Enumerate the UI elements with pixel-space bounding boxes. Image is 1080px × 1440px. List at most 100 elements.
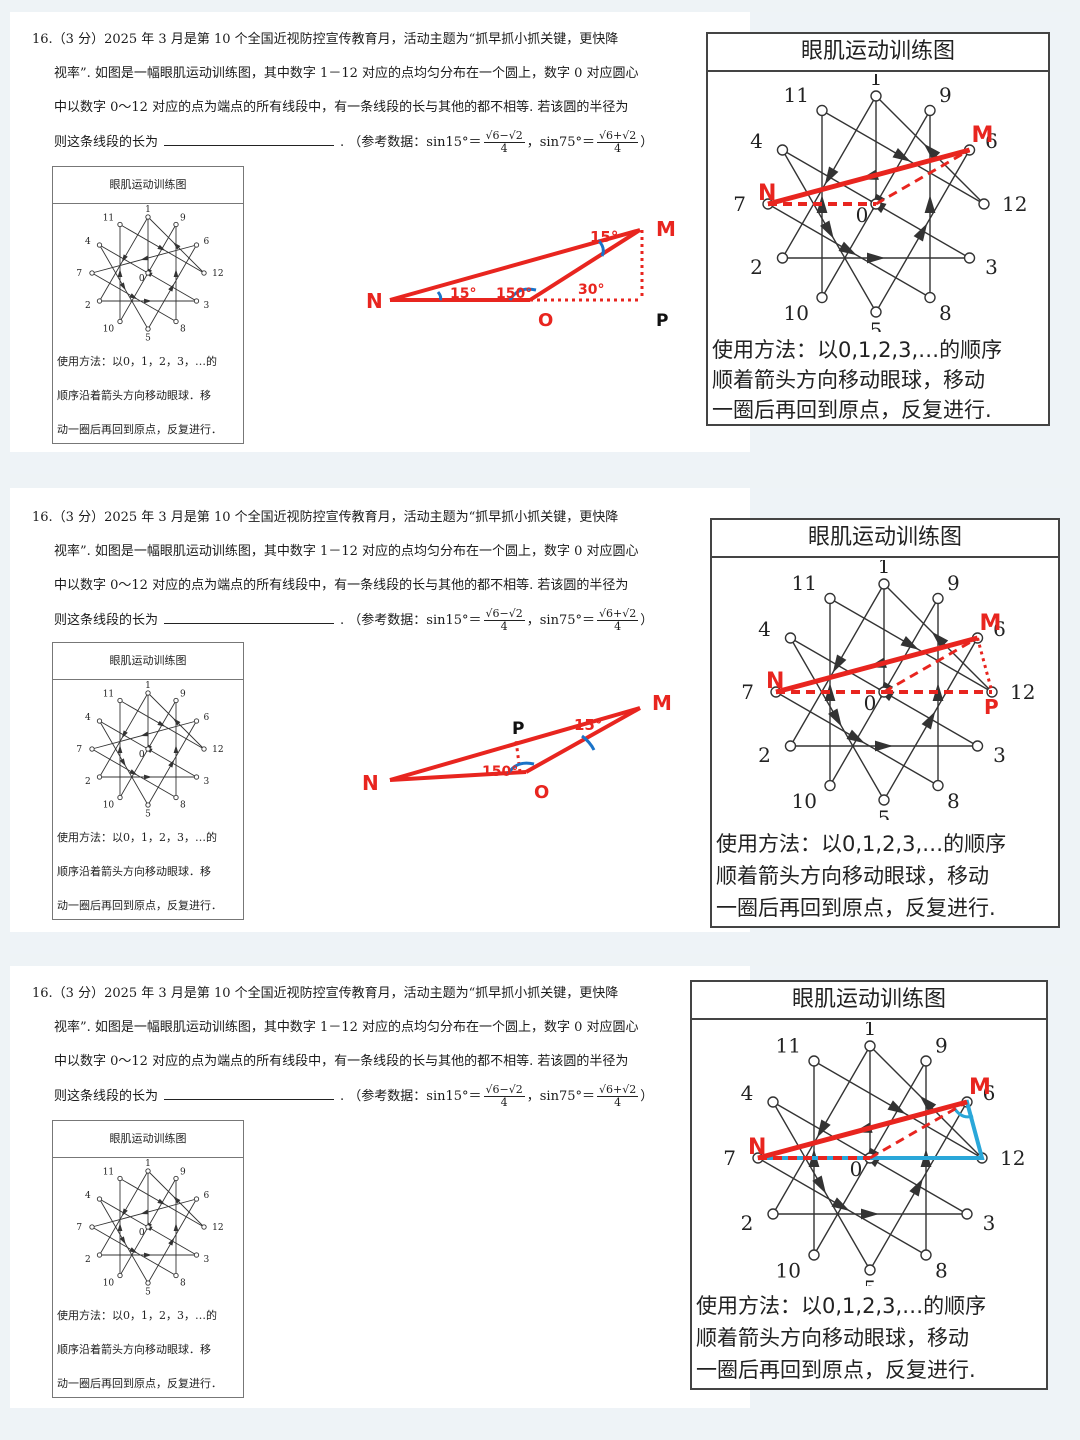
point-10 [117,794,123,801]
point-label-1: 1 [145,205,151,215]
arrowhead-8-9 [173,269,179,277]
point-label-0: 0 [139,1228,145,1238]
point-5 [878,794,890,806]
small-card-title: 眼肌运动训练图 [53,643,243,680]
triangle-construction-2: 15° 150° N M O P [362,691,672,803]
angle-arc-M [596,238,605,257]
label-15-left: 15° [450,286,476,302]
question-document: 16.（3 分）2025 年 3 月是第 10 个全国近视防控宣传教育月，活动主… [10,12,750,452]
point-label-12: 12 [1002,192,1027,216]
point-label-3: 3 [993,743,1006,767]
point-6 [193,718,200,724]
arrowhead-2-3 [875,740,893,752]
answer-blank[interactable] [164,133,335,146]
point-label-9: 9 [180,214,186,224]
point-4 [784,632,797,644]
point-label-7: 7 [741,680,754,704]
small-card-usage-1: 使用方法：以0，1，2，3，…的 [57,831,217,844]
point-10 [824,779,836,792]
question-line-3: 中以数字 0～12 对应的点为端点的所有线段中，有一条线段的长与其他的都不相等.… [54,1054,629,1069]
label-O: O [538,310,553,331]
answer-blank[interactable] [164,611,335,624]
point-label-10: 10 [792,789,817,813]
point-2 [767,1208,779,1220]
question-line-4: 则这条线段的长为 . （参考数据：sin15°＝ √6−√2 4 ，sin75°＝ √6+… [54,1084,653,1109]
point-4 [767,1096,779,1108]
point-label-2: 2 [758,743,771,767]
arrowhead-6-7 [140,731,149,737]
red-dotted-MP [976,637,994,693]
point-3 [961,1208,973,1220]
ref-sep: ，sin75°＝ [526,135,596,150]
point-11 [816,104,828,117]
arrowhead-1-2 [817,1119,831,1138]
point-6 [193,242,200,248]
label-15-top: 15° [590,228,618,246]
point-label-2: 2 [741,1211,754,1235]
label-O: O [534,782,549,803]
point-label-4: 4 [750,129,763,153]
question-document: 16.（3 分）2025 年 3 月是第 10 个全国近视防控宣传教育月，活动主… [10,488,750,932]
sin15-fraction: √6−√2 4 [483,129,525,155]
overlay-red-3: NM [748,1075,991,1161]
red-segment-NM [767,147,971,207]
point-12 [201,1224,207,1230]
point-5 [145,1280,151,1286]
panel-3: 16.（3 分）2025 年 3 月是第 10 个全国近视防控宣传教育月，活动主… [10,966,1070,1430]
point-label-11: 11 [103,690,114,700]
point-label-3: 3 [985,255,998,279]
sin75-fraction: √6+√2 4 [597,1083,639,1109]
label-15-top: 15° [574,716,602,734]
point-label-8: 8 [935,1259,948,1283]
arrowhead-7-8 [838,241,857,256]
sin75-fraction: √6+√2 4 [597,607,639,633]
small-training-card: 眼肌运动训练图 0 1 2 3 4 5 6 7 8 9 10 11 12 使用方法：以0，1，2，3，…… [52,642,244,920]
point-11 [117,221,123,228]
label-N: N [362,771,379,795]
segment-NO [389,770,527,782]
overlay-label-M: M [969,1075,991,1100]
arrowhead-11-12 [157,244,166,251]
point-9 [920,1055,932,1067]
point-1 [870,90,882,102]
arrowhead-8-9 [173,745,179,753]
angle-arc-M [581,734,596,751]
arrowhead-12-1 [919,1095,937,1113]
big-card-title: 眼肌运动训练图 [692,982,1046,1020]
arrowhead-1-2 [832,654,847,673]
big-card-usage-1: 使用方法：以0,1,2,3,…的顺序 [712,338,1003,362]
point-label-10: 10 [776,1259,801,1283]
point-label-8: 8 [180,801,186,811]
question-line-1: 16.（3 分）2025 年 3 月是第 10 个全国近视防控宣传教育月，活动主… [32,510,619,525]
arrowhead-12-1 [923,143,941,161]
point-8 [932,779,944,792]
point-7 [89,270,95,276]
point-label-5: 5 [145,1287,151,1297]
overlay-red-2: P N M [766,611,1001,719]
arrowhead-11-12 [157,720,166,727]
question-prefix: 则这条线段的长为 [54,613,159,628]
point-0 [145,746,151,752]
small-card-usage-2: 顺序沿着箭头方向移动眼球．移 [57,1343,211,1356]
arrowhead-7-8 [831,1197,850,1211]
small-card-usage-1: 使用方法：以0，1，2，3，…的 [57,1309,217,1322]
question-line-1: 16.（3 分）2025 年 3 月是第 10 个全国近视防控宣传教育月，活动主… [32,32,619,47]
point-11 [117,697,123,704]
point-label-2: 2 [750,255,763,279]
point-5 [870,306,882,318]
answer-blank[interactable] [164,1087,335,1100]
arrowhead-4-5 [119,282,126,291]
red-dashed-OM [869,1100,968,1160]
point-label-3: 3 [983,1211,996,1235]
arrowhead-12-1 [173,242,181,250]
point-1 [145,1168,151,1174]
label-30: 30° [578,282,604,298]
point-label-3: 3 [204,1255,210,1265]
point-7 [89,746,95,752]
point-label-2: 2 [85,301,91,311]
big-card-usage-2: 顺着箭头方向移动眼球，移动 [712,368,985,392]
segment-OM [525,706,641,774]
